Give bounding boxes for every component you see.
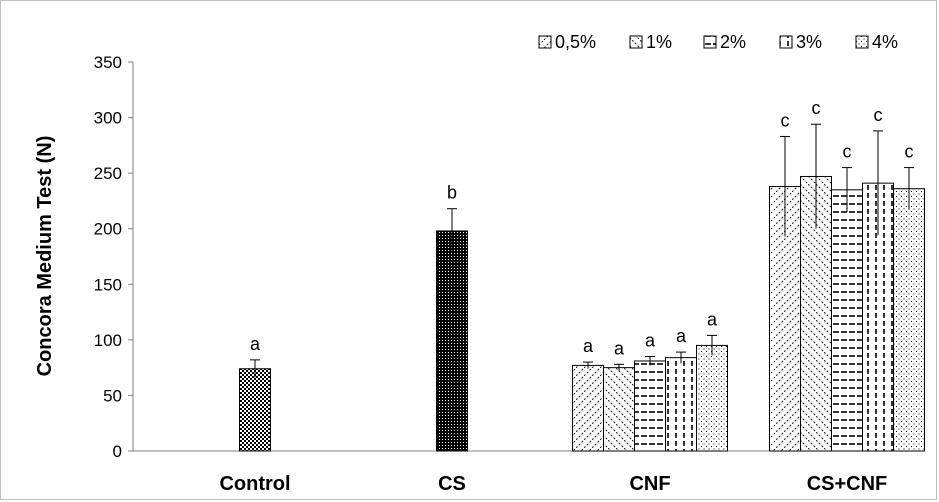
significance-letter: a xyxy=(614,338,625,358)
significance-letter: c xyxy=(843,142,852,162)
significance-letter: a xyxy=(676,326,687,346)
bar xyxy=(239,368,271,452)
legend-swatch xyxy=(629,35,643,49)
significance-letter: c xyxy=(874,105,883,125)
y-tick-label: 0 xyxy=(113,442,122,461)
y-axis-ticks: 0 50 100 150 200 250 300 350 xyxy=(94,53,133,461)
y-tick-label: 200 xyxy=(94,220,122,239)
category-labels: Control CS CNF CS+CNF xyxy=(219,473,887,495)
y-tick-label: 100 xyxy=(94,331,122,350)
legend-label: 1% xyxy=(646,32,672,52)
legend-swatch xyxy=(779,35,793,49)
legend-label: 0,5% xyxy=(555,32,596,52)
legend-swatch xyxy=(538,35,552,49)
legend-swatch xyxy=(855,35,869,49)
bar xyxy=(572,364,604,452)
y-tick-label: 300 xyxy=(94,109,122,128)
category-label: CS xyxy=(438,473,466,495)
y-tick-label: 50 xyxy=(103,386,122,405)
significance-letter: a xyxy=(583,336,594,356)
y-tick-label: 350 xyxy=(94,53,122,72)
significance-letter: b xyxy=(447,183,457,203)
legend-swatch xyxy=(703,35,717,49)
legend: 0,5% 1% 2% 3% 4% xyxy=(538,32,898,52)
legend-label: 3% xyxy=(796,32,822,52)
category-label: Control xyxy=(219,473,290,495)
bar xyxy=(634,360,666,452)
legend-label: 2% xyxy=(720,32,746,52)
bar xyxy=(893,188,925,452)
significance-letter: c xyxy=(781,110,790,130)
significance-letter: c xyxy=(812,98,821,118)
bar xyxy=(603,367,635,452)
category-label: CNF xyxy=(629,473,670,495)
y-axis-label: Concora Medium Test (N) xyxy=(34,136,56,377)
significance-letter: a xyxy=(707,309,718,329)
bar xyxy=(665,357,697,452)
bar xyxy=(831,189,863,452)
legend-label: 4% xyxy=(872,32,898,52)
category-label: CS+CNF xyxy=(807,473,888,495)
bar xyxy=(696,344,728,452)
y-tick-label: 150 xyxy=(94,275,122,294)
bar xyxy=(436,230,468,452)
y-tick-label: 250 xyxy=(94,164,122,183)
significance-letter: a xyxy=(250,334,261,354)
significance-letter: a xyxy=(645,331,656,351)
significance-letter: c xyxy=(905,142,914,162)
